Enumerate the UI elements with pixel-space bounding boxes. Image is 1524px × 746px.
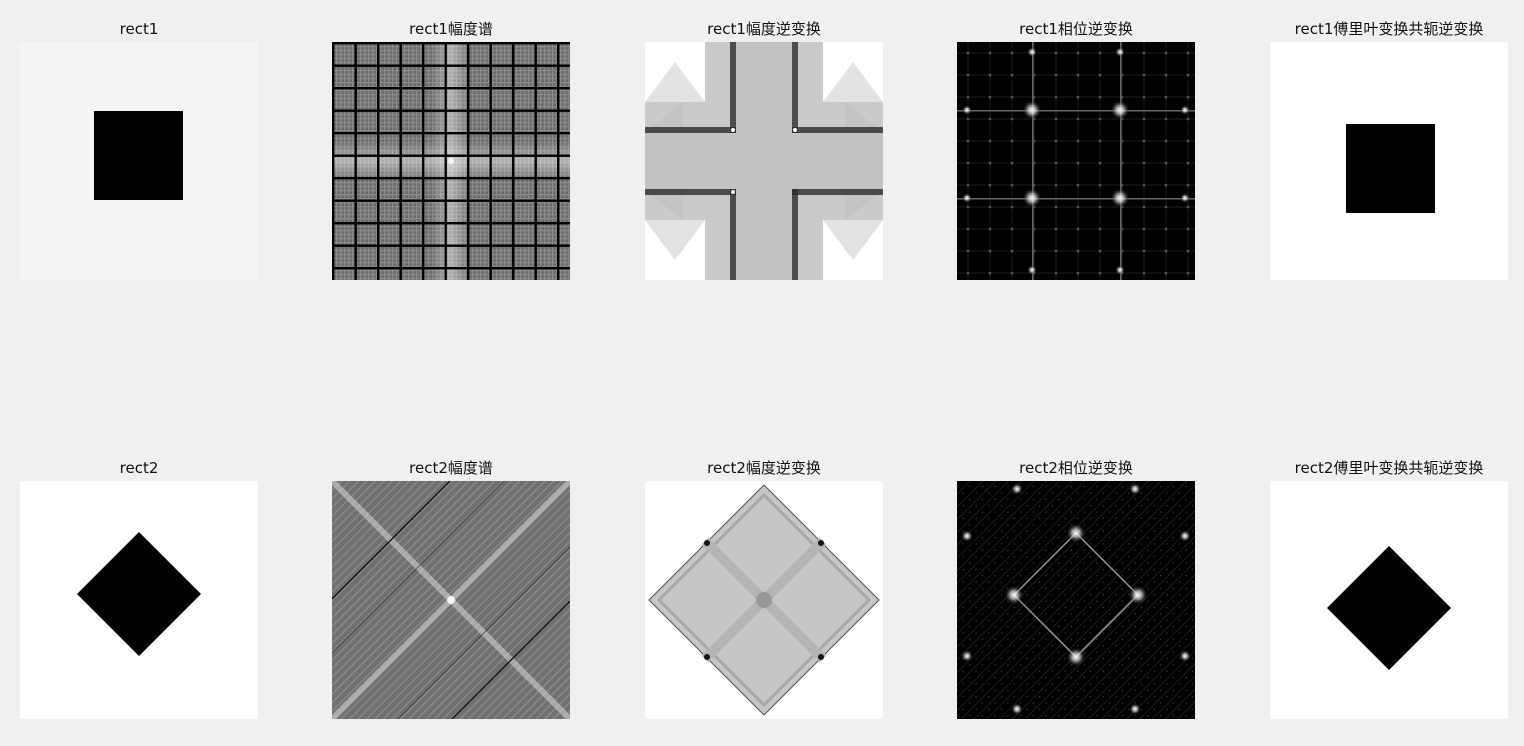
panel-title: rect2幅度谱: [409, 459, 493, 477]
panel-title: rect2相位逆变换: [1019, 459, 1133, 477]
panel-title: rect1幅度逆变换: [707, 20, 821, 38]
panel-title: rect1幅度谱: [409, 20, 493, 38]
panel-title: rect2傅里叶变换共轭逆变换: [1294, 459, 1484, 477]
rect1-conjugate-inverse-image: [1270, 42, 1508, 280]
rect1-magnitude-inverse-image: [645, 42, 883, 280]
rect2-magnitude-inverse-image: [645, 481, 883, 719]
rect2-magnitude-spectrum-image: [332, 481, 570, 719]
rect2-conjugate-inverse-image: [1270, 481, 1508, 719]
panel-title: rect1: [119, 20, 159, 38]
panel-title: rect2幅度逆变换: [707, 459, 821, 477]
rect1-magnitude-spectrum-image: [332, 42, 570, 280]
panel-title: rect1相位逆变换: [1019, 20, 1133, 38]
rect2-image: [20, 481, 258, 719]
panel-title: rect1傅里叶变换共轭逆变换: [1294, 20, 1484, 38]
rect1-image: [20, 42, 258, 280]
panel-title: rect2: [119, 459, 159, 477]
rect1-phase-inverse-image: [957, 42, 1195, 280]
rect2-phase-inverse-image: [957, 481, 1195, 719]
